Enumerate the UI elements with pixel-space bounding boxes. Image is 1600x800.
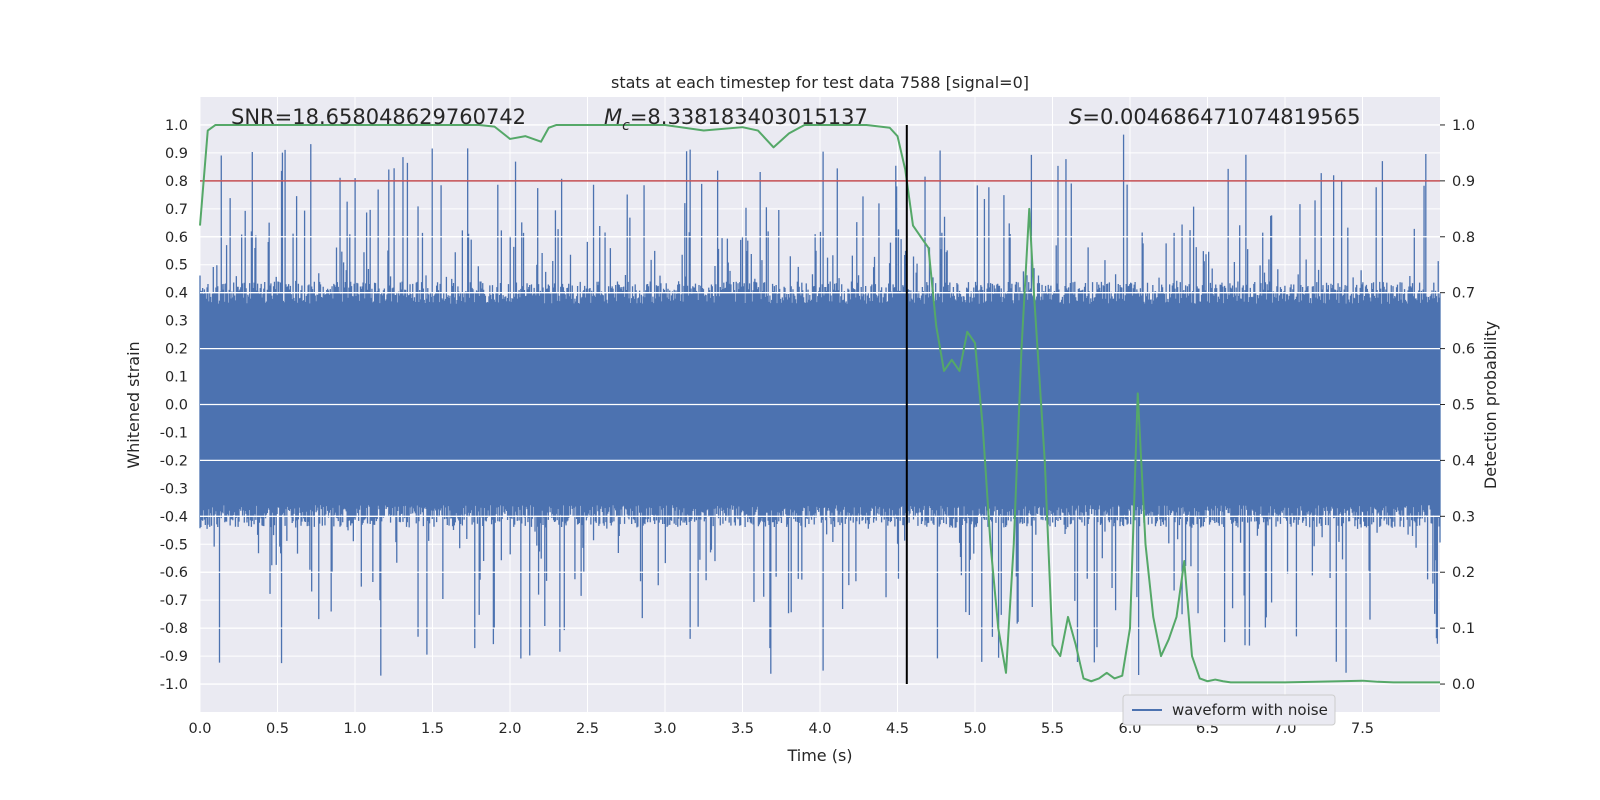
x-tick-label: 2.0 bbox=[498, 721, 521, 737]
s-symbol: S bbox=[1069, 105, 1082, 129]
mc-value: =8.338183403015137 bbox=[630, 105, 868, 129]
y-tick-label: -0.2 bbox=[160, 453, 188, 469]
y-tick-label: 0.2 bbox=[165, 342, 188, 358]
y-tick-label: 0.3 bbox=[165, 314, 188, 330]
y-right-tick-label: 0.5 bbox=[1452, 398, 1475, 414]
x-tick-label: 3.5 bbox=[731, 721, 754, 737]
x-tick-label: 7.5 bbox=[1351, 721, 1374, 737]
y-tick-label: 0.4 bbox=[165, 286, 188, 302]
x-tick-label: 4.0 bbox=[808, 721, 831, 737]
x-tick-label: 4.5 bbox=[886, 721, 909, 737]
x-tick-label: 2.5 bbox=[576, 721, 599, 737]
y-tick-label: -0.3 bbox=[160, 481, 188, 497]
y-right-tick-label: 0.7 bbox=[1452, 286, 1475, 302]
y-tick-label: 1.0 bbox=[165, 118, 188, 134]
y-tick-label: 0.7 bbox=[165, 202, 188, 218]
y-right-tick-label: 0.4 bbox=[1452, 453, 1475, 469]
y-tick-label: -0.8 bbox=[160, 621, 188, 637]
legend-box bbox=[1122, 694, 1336, 726]
legend: waveform with noise bbox=[1122, 694, 1336, 726]
y-right-tick-label: 0.1 bbox=[1452, 621, 1475, 637]
x-axis-label: Time (s) bbox=[786, 746, 852, 765]
y-right-tick-label: 0.0 bbox=[1452, 677, 1475, 693]
x-tick-label: 5.5 bbox=[1041, 721, 1064, 737]
y-tick-label: -0.5 bbox=[160, 537, 188, 553]
score-annotation: S=0.004686471074819565 bbox=[1069, 105, 1360, 129]
y-right-axis-label: Detection probability bbox=[1481, 321, 1500, 489]
y-right-tick-label: 0.9 bbox=[1452, 174, 1475, 190]
x-tick-label: 0.0 bbox=[188, 721, 211, 737]
y-tick-label: 0.0 bbox=[165, 398, 188, 414]
x-tick-label: 5.0 bbox=[963, 721, 986, 737]
tick-labels: 0.0 0.5 1.0 1.5 2.0 2.5 3.0 3.5 4.0 4.5 5.0 5.5 6.0 6… bbox=[160, 118, 1475, 737]
y-axis-label: Whitened strain bbox=[124, 341, 143, 468]
x-tick-label: 3.0 bbox=[653, 721, 676, 737]
y-right-tick-label: 0.3 bbox=[1452, 509, 1475, 525]
y-tick-label: 0.9 bbox=[165, 146, 188, 162]
mc-subscript: c bbox=[622, 118, 630, 134]
y-tick-label: 0.6 bbox=[165, 230, 188, 246]
y-tick-label: -0.9 bbox=[160, 649, 188, 665]
y-tick-label: -1.0 bbox=[160, 677, 188, 693]
y-tick-label: -0.1 bbox=[160, 425, 188, 441]
chart-title: stats at each timestep for test data 758… bbox=[611, 73, 1029, 92]
y-tick-label: -0.7 bbox=[160, 593, 188, 609]
x-tick-label: 1.5 bbox=[421, 721, 444, 737]
overlay-lines bbox=[199, 123, 1440, 685]
y-right-tick-label: 1.0 bbox=[1452, 118, 1475, 134]
y-tick-label: 0.8 bbox=[165, 174, 188, 190]
y-right-tick-label: 0.8 bbox=[1452, 230, 1475, 246]
mc-symbol: M bbox=[604, 105, 622, 129]
s-value: =0.004686471074819565 bbox=[1082, 105, 1360, 129]
y-tick-label: -0.4 bbox=[160, 509, 188, 525]
y-right-tick-label: 0.6 bbox=[1452, 342, 1475, 358]
y-right-tick-label: 0.2 bbox=[1452, 565, 1475, 581]
snr-annotation: SNR=18.658048629760742 bbox=[231, 105, 526, 129]
detection-probability-line bbox=[199, 123, 1440, 684]
y-tick-label: 0.5 bbox=[165, 258, 188, 274]
y-tick-label: 0.1 bbox=[165, 370, 188, 386]
chirp-mass-annotation: Mc=8.338183403015137 bbox=[604, 105, 868, 134]
y-tick-label: -0.6 bbox=[160, 565, 188, 581]
x-tick-label: 0.5 bbox=[266, 721, 289, 737]
legend-label-strain: waveform with noise bbox=[1172, 701, 1328, 719]
x-tick-label: 1.0 bbox=[343, 721, 366, 737]
